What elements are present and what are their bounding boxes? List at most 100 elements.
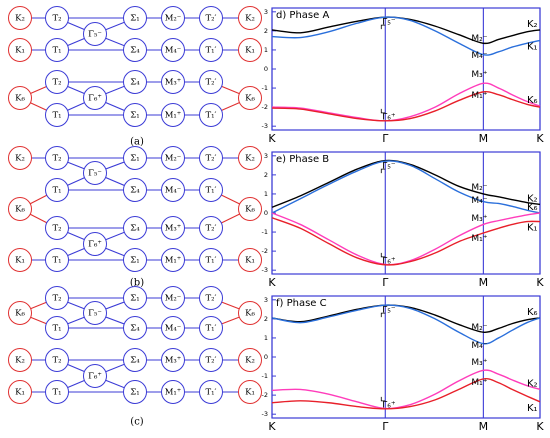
band-line	[271, 16, 541, 56]
node-label: T₂′	[205, 154, 216, 164]
node-label: M₂⁻	[165, 14, 182, 24]
node-label: M₄⁻	[165, 186, 182, 196]
node-circle	[199, 348, 223, 372]
bracket	[380, 312, 386, 318]
y-tick-label: -3	[262, 410, 268, 418]
node-circle	[45, 316, 69, 340]
node-label: Σ₄	[130, 324, 140, 334]
node-circle	[45, 216, 69, 240]
series-label: K₆	[527, 202, 538, 213]
node-label: T₂′	[205, 14, 216, 24]
node-label: M₁⁺	[165, 388, 182, 398]
y-tick-label: 0	[264, 65, 268, 73]
chart-title: d) Phase A	[276, 10, 329, 21]
plot-frame	[271, 151, 541, 275]
x-tick-label: K	[268, 420, 276, 433]
nodes: T₂ Σ₁ M₂⁻ T₂′ T₁ Σ₄ M₄⁻ T₁′ T₂ Σ₄ M₃⁺ T₂′ T₁ Σ₁ M₁⁺ T₁′…	[8, 286, 262, 404]
node-circle	[45, 286, 69, 310]
node-circle	[123, 146, 147, 170]
series-label: K₁	[527, 41, 538, 52]
y-tick-label: 3	[264, 152, 268, 160]
annotation: M₂⁻	[471, 183, 487, 193]
node-circle	[238, 6, 262, 30]
y-tick-label: 1	[264, 334, 268, 342]
y-tick-label: 0	[264, 209, 268, 217]
annotation: Γ₅⁻	[382, 162, 396, 172]
node-circle	[238, 301, 262, 325]
node-label: K₆	[245, 94, 255, 104]
band-line	[271, 369, 541, 410]
node-circle	[199, 316, 223, 340]
y-tick-label: -2	[262, 391, 268, 399]
node-label: M₁⁺	[165, 256, 182, 266]
x-tick-label: K	[268, 276, 276, 289]
node-label: T₂′	[205, 294, 216, 304]
node-circle	[45, 103, 69, 127]
node-circle	[83, 232, 107, 256]
node-label: T₁′	[205, 46, 216, 56]
node-circle	[8, 348, 32, 372]
node-label: K₆	[15, 205, 25, 215]
band-line	[271, 304, 541, 345]
annotation: Γ₆⁺	[382, 112, 396, 122]
node-circle	[161, 178, 185, 202]
node-label: T₂	[52, 224, 61, 234]
annotation: Γ₆⁺	[382, 400, 396, 410]
node-circle	[45, 380, 69, 404]
node-circle	[199, 146, 223, 170]
nodes: T₂ Σ₁ M₂⁻ T₂′ T₁ Σ₄ M₄⁻ T₁′ T₂ Σ₄ M₃⁺ T₂′ T₁ Σ₁ M₁⁺ T₁′…	[8, 6, 262, 127]
y-tick-label: 1	[264, 46, 268, 54]
caption: (c)	[130, 417, 144, 428]
node-label: M₃⁺	[165, 224, 182, 234]
node-label: K₁	[245, 46, 255, 56]
series-label: K₂	[527, 378, 538, 389]
node-label: M₄⁻	[165, 46, 182, 56]
node-label: T₁′	[205, 111, 216, 121]
node-label: K₁	[15, 46, 25, 56]
node-label: Σ₄	[130, 46, 140, 56]
node-circle	[45, 178, 69, 202]
band-line	[271, 212, 541, 266]
node-label: K₂	[245, 356, 255, 366]
node-circle	[123, 70, 147, 94]
bracket	[380, 396, 386, 402]
node-label: K₆	[245, 309, 255, 319]
node-label: Σ₄	[130, 78, 140, 88]
y-tick-label: 2	[264, 171, 268, 179]
plot-frame	[271, 7, 541, 131]
node-circle	[199, 103, 223, 127]
node-label: T₁	[52, 324, 61, 334]
node-circle	[8, 146, 32, 170]
node-circle	[83, 22, 107, 46]
node-circle	[238, 38, 262, 62]
band-line	[271, 217, 541, 266]
node-circle	[238, 146, 262, 170]
node-label: T₂	[52, 294, 61, 304]
x-tick-label: M	[479, 420, 489, 433]
node-circle	[45, 38, 69, 62]
node-label: M₃⁺	[165, 356, 182, 366]
plot-frame	[271, 295, 541, 419]
node-label: T₂	[52, 154, 61, 164]
node-label: Γ₆⁺	[88, 372, 102, 382]
y-tick-label: -1	[262, 228, 268, 236]
node-circle	[161, 286, 185, 310]
node-circle	[123, 38, 147, 62]
node-label: T₁′	[205, 256, 216, 266]
band-line	[271, 304, 541, 333]
node-label: Σ₁	[130, 256, 139, 266]
x-tick-label: K	[268, 132, 276, 145]
node-label: T₁	[52, 111, 61, 121]
node-circle	[8, 248, 32, 272]
node-label: Σ₁	[130, 294, 139, 304]
node-circle	[8, 86, 32, 110]
band-line	[271, 82, 541, 122]
x-tick-label: K	[536, 420, 544, 433]
node-circle	[123, 316, 147, 340]
node-circle	[199, 70, 223, 94]
edges	[19, 17, 251, 116]
x-tick-label: K	[536, 132, 544, 145]
